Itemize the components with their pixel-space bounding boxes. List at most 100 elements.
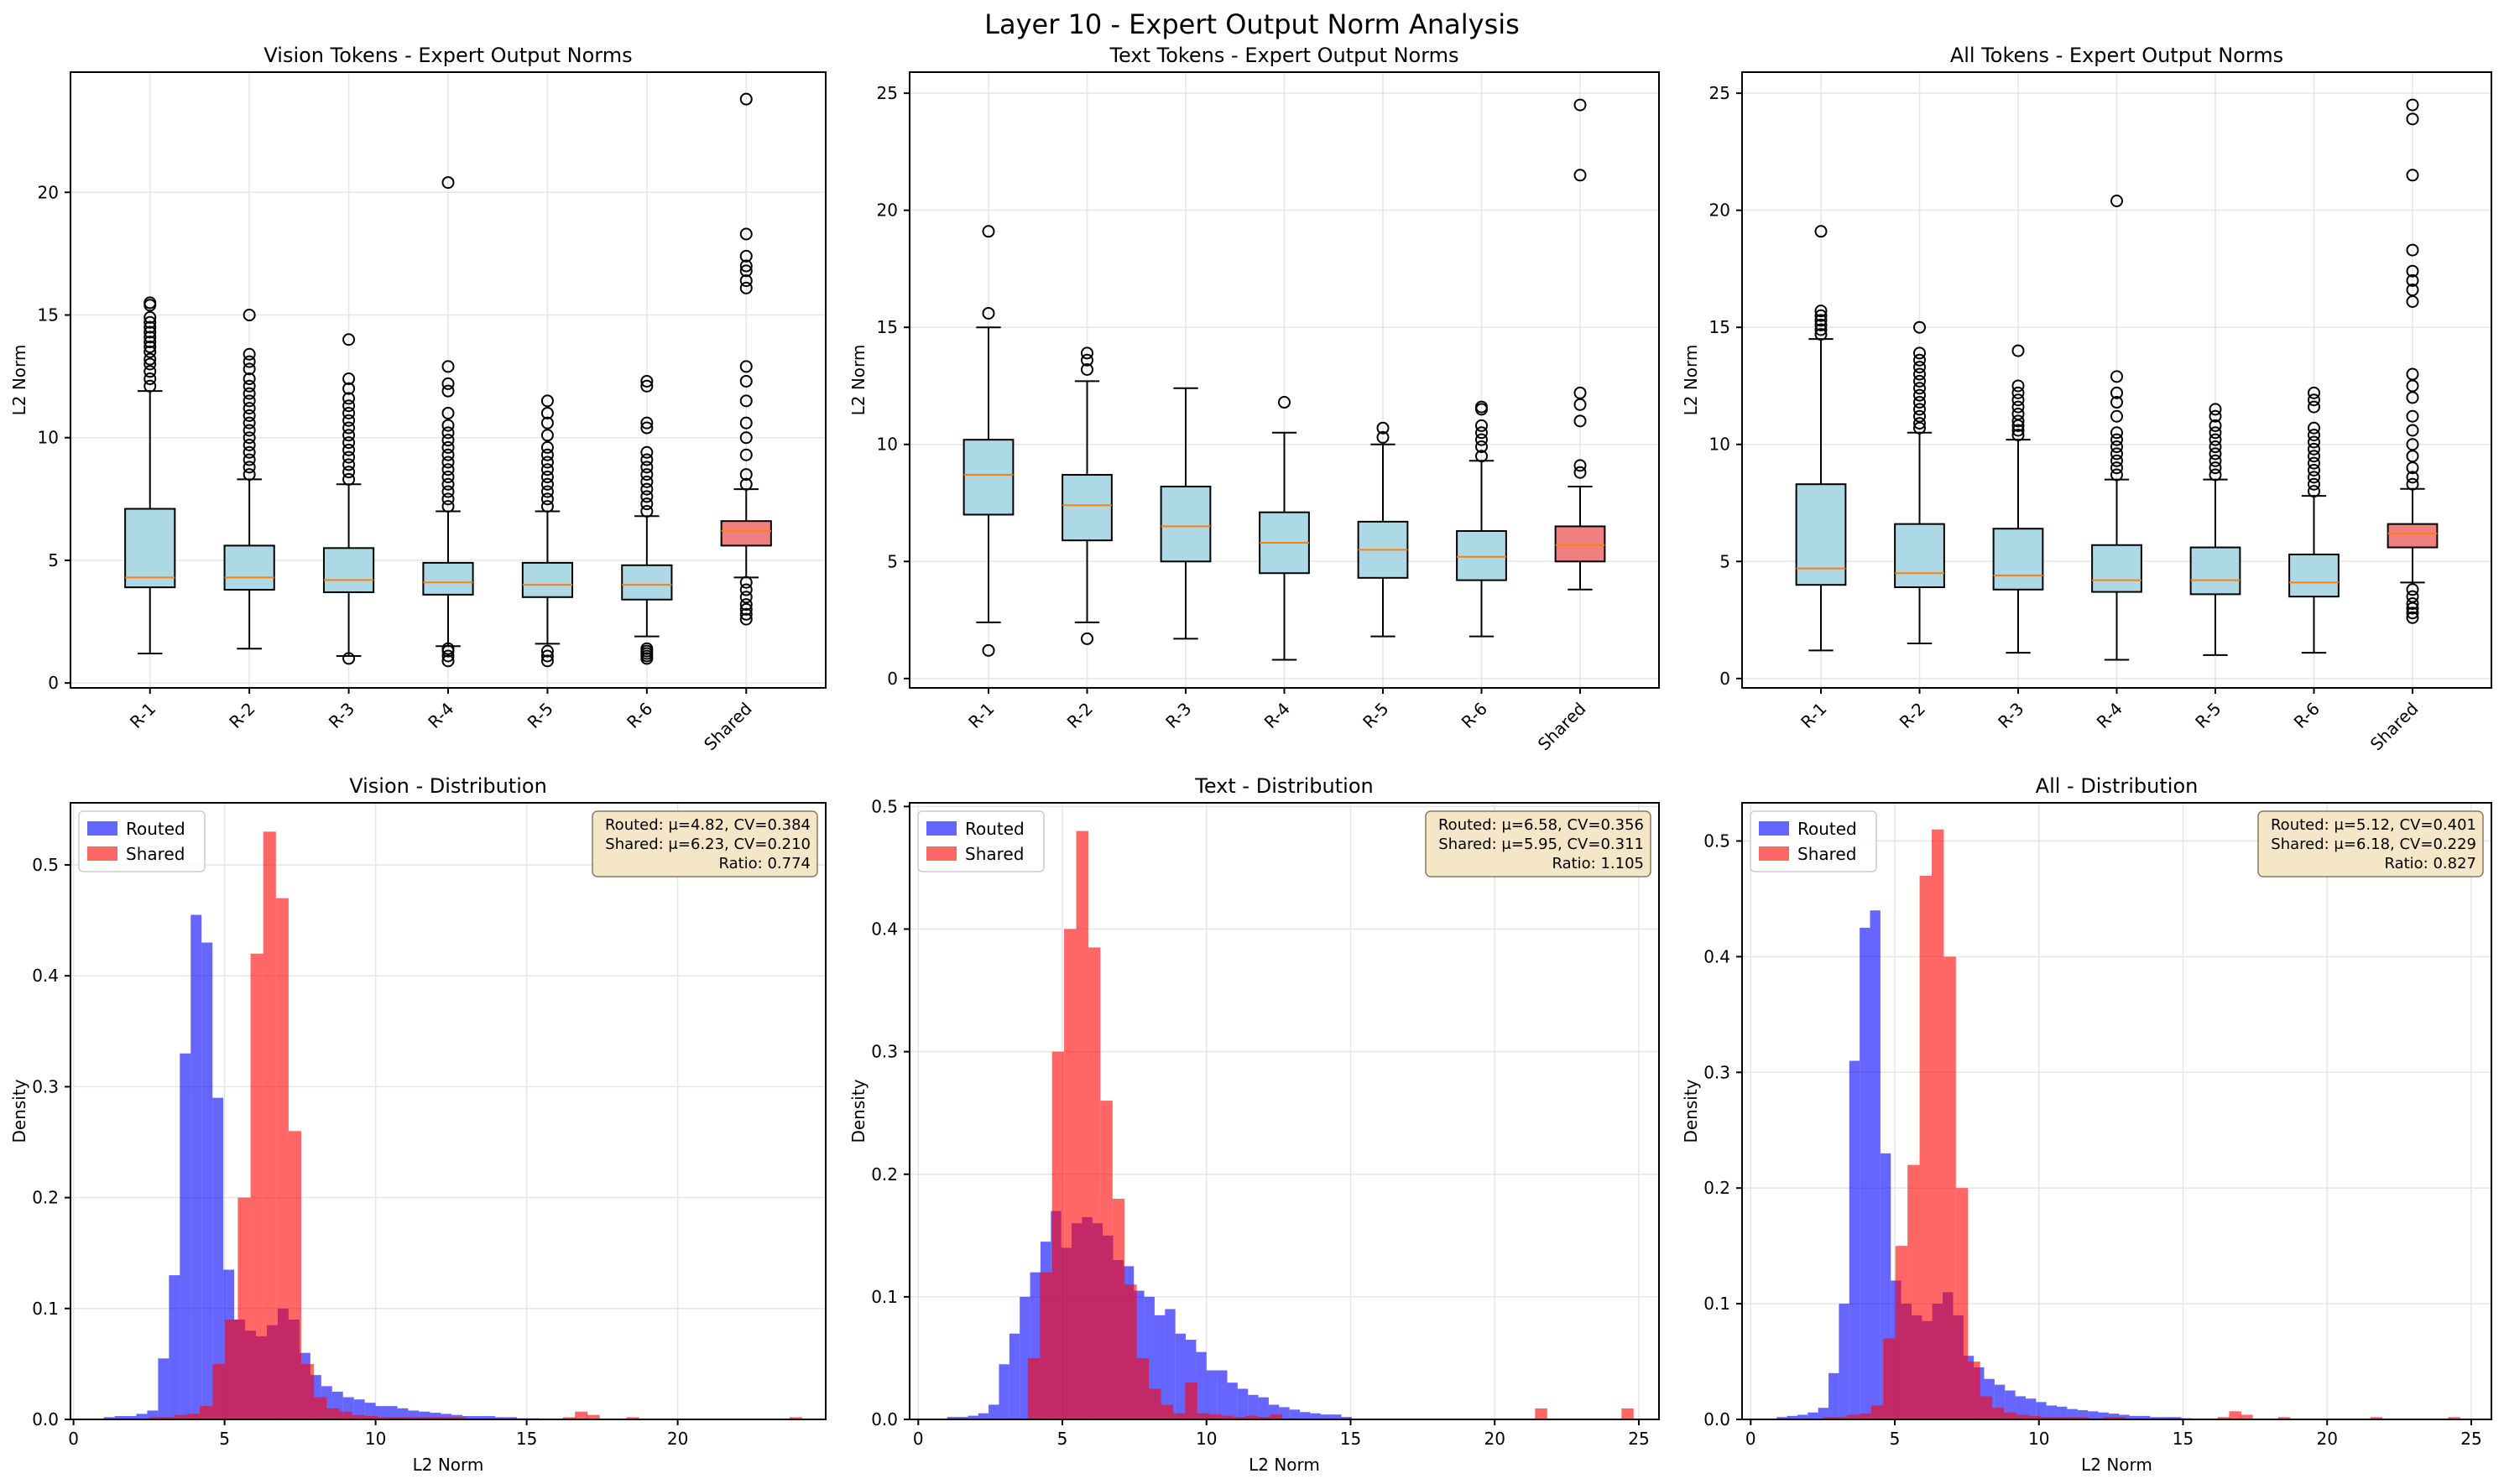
outlier-point xyxy=(2011,379,2025,393)
box-iqr xyxy=(621,564,673,601)
histogram-bar xyxy=(103,1417,115,1419)
stats-annotation: Routed: μ=6.58, CV=0.356 Shared: μ=5.95, … xyxy=(1425,810,1651,877)
box-r-1 xyxy=(124,296,176,655)
x-tick-label: 20 xyxy=(1484,1429,1505,1449)
box-r-2 xyxy=(1062,346,1113,645)
x-tick-label: 0 xyxy=(1745,1429,1756,1449)
x-axis-label: L2 Norm xyxy=(1249,1455,1320,1475)
histogram-bar xyxy=(339,1411,352,1419)
y-axis-label: Density xyxy=(1681,1079,1701,1143)
outlier-point xyxy=(739,374,753,388)
outlier-point xyxy=(2110,370,2123,383)
histogram-bar xyxy=(428,1417,441,1419)
y-tick-label: 5 xyxy=(48,550,59,570)
outlier-point xyxy=(243,409,256,422)
outlier-point xyxy=(739,583,753,596)
histogram-bar xyxy=(462,1416,474,1419)
outlier-point xyxy=(441,176,455,190)
histogram-bar xyxy=(1237,1388,1249,1419)
box-iqr xyxy=(1795,483,1847,586)
outlier-point xyxy=(243,355,256,368)
outlier-point xyxy=(2011,393,2025,407)
outlier-point xyxy=(441,500,455,513)
histogram-bar xyxy=(1027,1357,1041,1419)
y-tick-label: 0.5 xyxy=(871,796,898,816)
y-tick-label: 25 xyxy=(877,83,898,103)
outlier-point xyxy=(243,461,256,474)
outlier-point xyxy=(982,306,995,320)
histogram-bar xyxy=(1289,1409,1301,1419)
histogram-bar xyxy=(180,1053,191,1419)
legend-swatch-routed xyxy=(1759,821,1789,836)
histogram-bar xyxy=(1088,947,1101,1419)
y-tick-label: 0.5 xyxy=(1703,831,1730,851)
outlier-point xyxy=(640,453,654,466)
outlier-point xyxy=(2406,438,2419,451)
box-iqr xyxy=(2387,523,2439,549)
histogram-bar xyxy=(562,1417,576,1419)
outlier-point xyxy=(441,426,455,440)
histogram-bar xyxy=(1100,1101,1113,1419)
series-shared xyxy=(1823,829,2460,1419)
histogram-bar xyxy=(1257,1417,1270,1419)
histogram-bar xyxy=(2370,1417,2383,1419)
outlier-point xyxy=(2011,400,2025,414)
outlier-point xyxy=(2308,471,2320,484)
outlier-point xyxy=(640,642,654,655)
outlier-point xyxy=(2011,344,2025,357)
histogram-bar xyxy=(495,1417,507,1419)
legend-label: Shared xyxy=(965,844,1024,864)
y-tick-label: 0.2 xyxy=(32,1188,59,1208)
outlier-point xyxy=(540,644,554,658)
outlier-point xyxy=(1814,318,1828,331)
box-shared xyxy=(1554,98,1606,591)
outlier-point xyxy=(2406,597,2419,611)
box-r-4 xyxy=(2091,194,2142,661)
box-r-5 xyxy=(1357,421,1409,638)
histogram-bar xyxy=(2277,1417,2291,1419)
outlier-point xyxy=(1475,433,1488,446)
outlier-point xyxy=(739,575,753,589)
histogram-bar xyxy=(484,1416,496,1419)
outlier-point xyxy=(243,416,256,430)
outlier-point xyxy=(2110,454,2123,467)
axes-frame xyxy=(1741,802,2492,1420)
box-r-4 xyxy=(1259,396,1310,661)
outlier-point xyxy=(739,264,753,278)
histogram-bar xyxy=(1847,1414,1860,1419)
outlier-point xyxy=(1913,353,1926,367)
histogram-bar xyxy=(415,1417,429,1419)
box-iqr xyxy=(322,547,375,593)
outlier-point xyxy=(1814,309,1828,322)
histogram-bar xyxy=(1931,829,1944,1419)
outlier-point xyxy=(982,225,995,238)
outlier-point xyxy=(2308,442,2320,456)
box-iqr xyxy=(962,439,1015,516)
y-tick-label: 10 xyxy=(1709,435,1730,455)
outlier-point xyxy=(640,461,654,474)
outlier-point xyxy=(1913,396,1926,409)
outlier-point xyxy=(342,399,356,413)
box-r-5 xyxy=(521,394,574,668)
outlier-point xyxy=(2406,583,2419,596)
outlier-point xyxy=(441,649,455,663)
histogram-bar xyxy=(1776,1417,1787,1419)
outlier-point xyxy=(243,445,256,459)
box-r-6 xyxy=(2288,386,2340,654)
panel-title: Text - Distribution xyxy=(1194,774,1373,798)
outlier-point xyxy=(143,310,157,324)
outlier-point xyxy=(640,490,654,503)
box-iqr xyxy=(1160,485,1212,563)
histogram-bar xyxy=(1535,1408,1547,1419)
legend-label: Shared xyxy=(1797,844,1856,864)
outlier-point xyxy=(640,421,654,435)
histogram-bar xyxy=(473,1416,485,1419)
outlier-point xyxy=(243,347,256,361)
histogram-bar xyxy=(1112,1198,1125,1419)
histogram-bar xyxy=(2129,1415,2140,1419)
outlier-point xyxy=(739,468,753,482)
histogram-bar xyxy=(1234,1417,1246,1419)
histogram-bar xyxy=(1020,1296,1030,1419)
outlier-point xyxy=(540,456,554,469)
histogram-bar xyxy=(190,914,202,1419)
